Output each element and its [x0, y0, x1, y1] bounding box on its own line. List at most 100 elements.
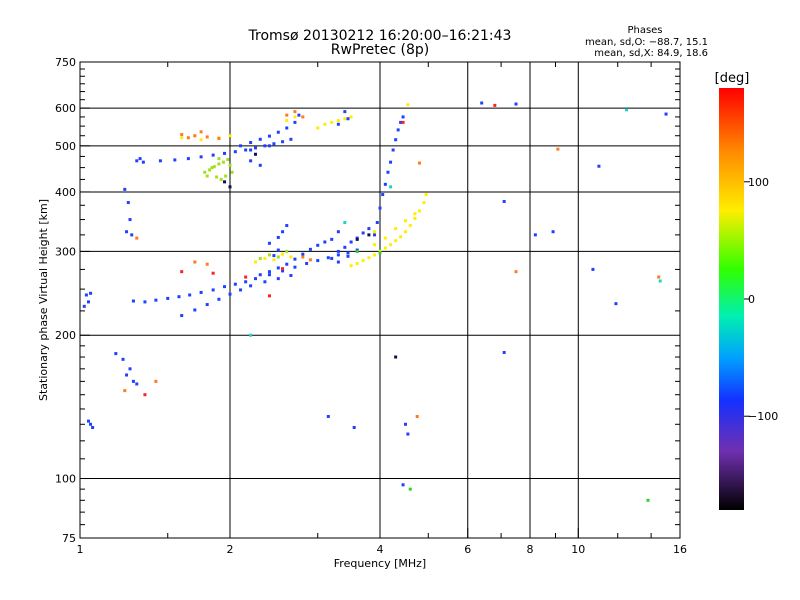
colorbar-unit-label: [deg]	[715, 71, 750, 86]
data-point	[233, 282, 237, 286]
data-point	[293, 257, 297, 261]
data-point	[394, 227, 398, 231]
data-point	[355, 237, 359, 241]
data-point	[323, 122, 327, 126]
data-point	[230, 170, 234, 174]
data-point	[263, 256, 267, 260]
data-point	[267, 144, 271, 148]
data-point	[258, 163, 262, 167]
data-point	[289, 255, 293, 259]
data-point	[154, 379, 158, 383]
data-point	[249, 141, 253, 145]
data-point	[128, 367, 132, 371]
data-point	[223, 180, 227, 184]
data-point	[346, 254, 350, 258]
data-point	[217, 297, 221, 301]
data-point	[394, 355, 398, 359]
data-point	[281, 230, 285, 234]
data-point	[361, 259, 365, 263]
y-tick-label: 200	[55, 329, 76, 342]
data-point	[205, 135, 209, 139]
data-point	[556, 147, 560, 151]
data-point	[625, 108, 629, 112]
data-point	[223, 285, 227, 289]
data-point	[391, 148, 395, 152]
data-point	[180, 314, 184, 318]
data-point	[276, 130, 280, 134]
data-point	[408, 224, 412, 228]
data-point	[263, 144, 267, 148]
data-point	[154, 298, 158, 302]
data-points	[82, 101, 668, 502]
data-point	[253, 152, 257, 156]
data-point	[267, 273, 271, 277]
data-point	[403, 230, 407, 234]
data-point	[249, 148, 253, 152]
data-point	[383, 246, 387, 250]
y-tick-labels: 75 100 200 300 400 500 600 750	[55, 56, 76, 545]
data-point	[658, 279, 662, 283]
data-point	[326, 414, 330, 418]
data-point	[293, 265, 297, 269]
data-point	[373, 233, 377, 237]
data-point	[158, 159, 162, 163]
data-point	[186, 136, 190, 140]
data-point	[285, 119, 289, 123]
data-point	[267, 253, 271, 257]
data-point	[86, 300, 90, 304]
data-point	[415, 414, 419, 418]
y-tick-label: 75	[62, 532, 76, 545]
data-point	[186, 157, 190, 161]
data-point	[389, 185, 393, 189]
y-axis-label: Stationary phase Virtual Height [km]	[37, 199, 50, 401]
data-point	[244, 275, 248, 279]
data-point	[281, 140, 285, 144]
data-point	[551, 230, 555, 234]
data-point	[249, 284, 253, 288]
x-axis-label: Frequency [MHz]	[334, 557, 426, 570]
data-point	[383, 236, 387, 240]
data-point	[367, 256, 371, 260]
data-point	[406, 432, 410, 436]
data-point	[91, 425, 95, 429]
data-point	[131, 379, 135, 383]
data-point	[289, 274, 293, 278]
data-point	[244, 148, 248, 152]
data-point	[323, 240, 327, 244]
data-point	[424, 193, 428, 197]
data-point	[253, 146, 257, 150]
data-point	[131, 299, 135, 303]
x-tick-label: 2	[227, 543, 234, 556]
data-point	[276, 248, 280, 252]
data-point	[389, 160, 393, 164]
data-point	[285, 224, 289, 228]
data-point	[193, 260, 197, 264]
axis-ticks	[79, 61, 681, 539]
data-point	[367, 227, 371, 231]
data-point	[212, 165, 216, 169]
data-point	[114, 352, 118, 356]
data-point	[401, 115, 405, 119]
data-point	[180, 136, 184, 140]
data-point	[272, 258, 276, 262]
data-point	[128, 218, 132, 222]
data-point	[208, 168, 212, 172]
data-point	[349, 264, 353, 268]
colorbar-ticks: 100 0 −100	[744, 176, 778, 423]
data-point	[349, 240, 353, 244]
data-point	[413, 212, 417, 216]
data-point	[217, 157, 221, 161]
data-point	[336, 119, 340, 123]
data-point	[614, 302, 618, 306]
data-point	[403, 219, 407, 223]
data-point	[394, 239, 398, 243]
data-point	[396, 128, 400, 132]
data-point	[514, 102, 518, 106]
data-point	[336, 260, 340, 264]
data-point	[239, 144, 243, 148]
data-point	[399, 120, 403, 124]
data-point	[272, 254, 276, 258]
data-point	[373, 253, 377, 257]
data-point	[276, 255, 280, 259]
data-point	[408, 487, 412, 491]
